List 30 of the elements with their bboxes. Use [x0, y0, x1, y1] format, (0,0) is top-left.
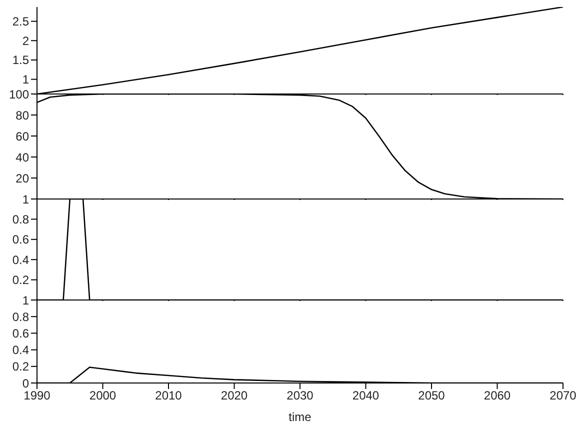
- y-tick-label: 0.4: [12, 343, 30, 358]
- x-tick-label: 2050: [418, 388, 446, 403]
- x-tick-label: 2070: [550, 388, 576, 403]
- y-tick-label: 0.8: [12, 212, 30, 226]
- y-tick-label: 40: [16, 150, 30, 164]
- y-tick-label: 1: [22, 293, 30, 308]
- y-tick-label: 0.8: [12, 310, 30, 324]
- y-tick-label: 1: [22, 192, 30, 206]
- y-tick-label: 60: [16, 129, 30, 144]
- x-tick-label: 1990: [24, 388, 51, 403]
- y-tick-label: 1: [22, 72, 30, 87]
- y-tick-label: 20: [16, 171, 30, 186]
- y-tick-label: 0.6: [12, 326, 30, 340]
- y-tick-label: 80: [16, 108, 30, 122]
- x-tick-label: 2060: [484, 388, 511, 403]
- x-tick-label: 2010: [155, 388, 182, 403]
- x-axis-title: time: [288, 410, 312, 424]
- y-tick-label: 0.2: [12, 360, 30, 374]
- y-tick-label: 0: [22, 376, 30, 390]
- y-tick-label: 1.5: [12, 53, 30, 68]
- y-tick-label: 100: [8, 87, 30, 102]
- x-tick-label: 2020: [220, 388, 248, 403]
- y-tick-label: 2: [22, 34, 30, 48]
- x-tick-label: 2040: [352, 388, 380, 403]
- y-tick-label: 2.5: [12, 14, 30, 29]
- x-tick-label: 2000: [89, 388, 116, 403]
- x-tick-label: 2030: [286, 388, 314, 403]
- y-tick-label: 0.6: [12, 232, 30, 247]
- y-tick-label: 0.4: [12, 252, 30, 267]
- y-tick-label: 0.2: [12, 273, 30, 288]
